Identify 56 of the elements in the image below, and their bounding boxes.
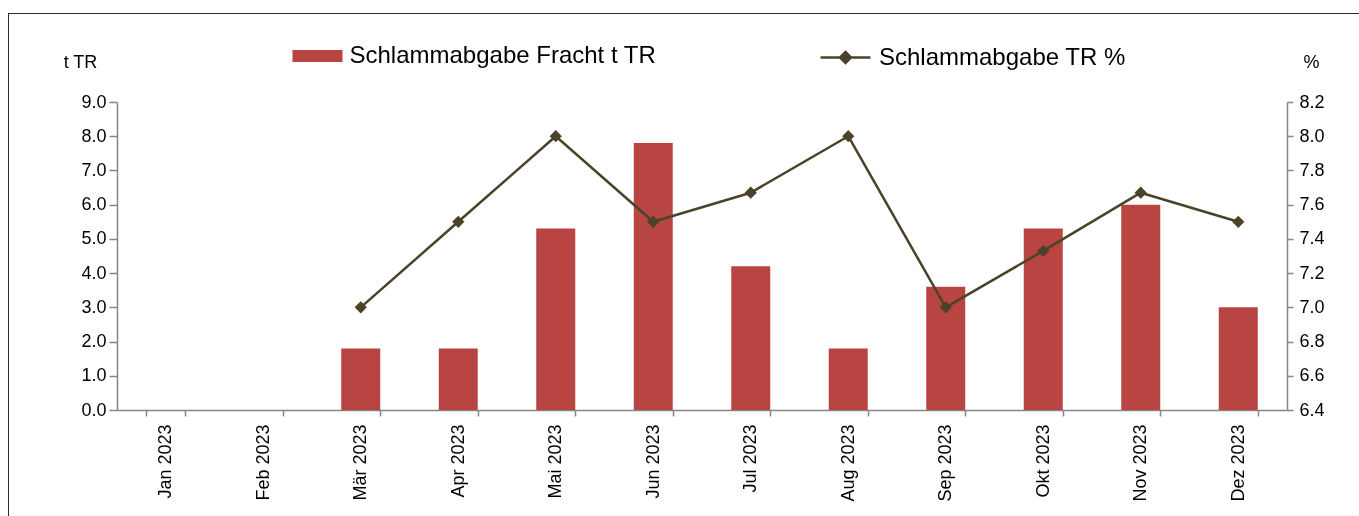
point — [549, 130, 562, 143]
point — [1134, 186, 1147, 199]
x-tick-label: Nov 2023 — [1130, 424, 1151, 502]
bar — [341, 348, 381, 410]
y2-tick-label: 7.0 — [1299, 296, 1325, 317]
y2-tick-label: 6.6 — [1299, 365, 1325, 386]
point — [939, 301, 952, 314]
y-tick-label: 2.0 — [81, 331, 107, 352]
y2-tick-label: 6.4 — [1299, 399, 1325, 420]
y2-tick-label: 7.8 — [1299, 159, 1325, 180]
bar — [1121, 204, 1161, 410]
y-tick-label: 8.0 — [81, 125, 107, 146]
x-tick-label: Mär 2023 — [350, 424, 371, 501]
x-tick-label: Jul 2023 — [740, 424, 761, 493]
y2-tick-label: 8.2 — [1299, 91, 1325, 112]
bar — [1218, 307, 1258, 410]
bar — [731, 266, 771, 410]
y2-tick-label: 7.4 — [1299, 228, 1325, 249]
bar — [828, 348, 868, 410]
y-tick-label: 1.0 — [81, 365, 107, 386]
bar — [438, 348, 478, 410]
point — [1232, 215, 1245, 228]
y-tick-label: 9.0 — [81, 91, 107, 112]
point — [842, 130, 855, 143]
y-tick-label: 5.0 — [81, 228, 107, 249]
x-tick-label: Jun 2023 — [642, 424, 663, 499]
y-axis-title: t TR — [63, 51, 98, 72]
y2-tick-label: 6.8 — [1299, 331, 1325, 352]
y2-tick-label: 8.0 — [1299, 125, 1325, 146]
x-tick-label: Dez 2023 — [1227, 424, 1248, 502]
point — [1037, 244, 1050, 257]
x-tick-label: Aug 2023 — [837, 424, 858, 502]
point — [452, 215, 465, 228]
x-tick-label: Jan 2023 — [155, 424, 176, 499]
legend-label: Schlammabgabe Fracht t TR — [349, 41, 656, 68]
x-tick-label: Feb 2023 — [252, 424, 273, 501]
legend-label: Schlammabgabe TR % — [879, 42, 1126, 70]
y2-tick-label: 7.6 — [1299, 194, 1325, 215]
y-tick-label: 4.0 — [81, 262, 107, 283]
y-tick-label: 7.0 — [81, 159, 107, 180]
point — [354, 301, 367, 314]
x-tick-label: Okt 2023 — [1032, 424, 1053, 498]
bar — [926, 286, 966, 410]
bar — [536, 228, 576, 410]
x-tick-label: Mai 2023 — [545, 424, 566, 499]
point — [647, 215, 660, 228]
bar — [1023, 228, 1063, 410]
y-tick-label: 0.0 — [81, 399, 107, 420]
y-tick-label: 6.0 — [81, 194, 107, 215]
x-tick-label: Apr 2023 — [447, 424, 468, 498]
point — [744, 186, 757, 199]
bar — [633, 143, 673, 410]
y2-tick-label: 7.2 — [1299, 262, 1325, 283]
y2-axis-title: % — [1303, 51, 1320, 72]
y-tick-label: 3.0 — [81, 296, 107, 317]
x-tick-label: Sep 2023 — [935, 424, 956, 502]
